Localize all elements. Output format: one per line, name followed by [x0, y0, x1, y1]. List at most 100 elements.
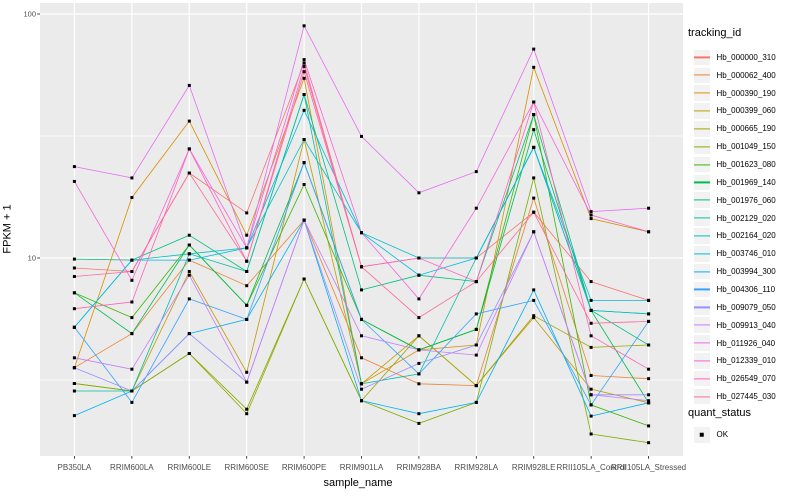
data-point	[130, 300, 134, 304]
data-point	[245, 412, 249, 416]
x-tick-label: RRIM600LA	[110, 463, 154, 472]
data-point	[417, 382, 421, 386]
data-point	[360, 134, 363, 138]
data-point	[130, 258, 134, 262]
x-tick-label: RRIM901LA	[339, 463, 384, 472]
data-point	[417, 297, 421, 301]
data-point	[417, 256, 421, 260]
data-point	[589, 345, 593, 349]
legend-line-icon	[694, 360, 710, 362]
x-tick-label: RRIM928LE	[511, 463, 556, 472]
data-point	[245, 317, 249, 321]
data-point	[72, 165, 76, 169]
x-tick-label: RRIM600SE	[224, 463, 269, 472]
legend-entry: Hb_001976_060	[694, 191, 776, 209]
data-point	[187, 243, 191, 247]
legend-key-swatch	[694, 156, 710, 173]
data-point	[187, 258, 191, 262]
data-point	[187, 119, 191, 123]
legend-line-icon	[694, 378, 710, 380]
data-point	[72, 266, 76, 270]
legend-line-icon	[694, 342, 710, 344]
data-point	[647, 441, 651, 445]
data-point	[532, 65, 536, 69]
data-point	[187, 83, 191, 87]
data-point	[130, 196, 134, 199]
data-point	[474, 343, 478, 347]
legend-title-tracking-id: tracking_id	[688, 27, 742, 39]
data-point	[302, 70, 306, 74]
x-tick-label: RRIM928BA	[396, 463, 442, 472]
quant-status-entry: OK	[694, 426, 728, 444]
legend-entry-label: Hb_001049_150	[716, 142, 776, 152]
x-tick-label: RRII105LA_Stressed	[610, 463, 687, 472]
legend-line-icon	[694, 217, 710, 219]
legend-key-swatch	[694, 85, 710, 101]
x-tick-label: RRII105LA_Control	[556, 463, 626, 472]
data-point	[302, 61, 306, 65]
legend-key-swatch	[694, 281, 710, 298]
x-tick-label: RRIM928LA	[454, 463, 499, 472]
data-point	[245, 407, 249, 411]
data-point	[647, 343, 651, 347]
legend-line-icon	[694, 74, 710, 76]
data-point	[245, 246, 249, 250]
legend-key-swatch	[694, 103, 710, 119]
data-point	[302, 218, 306, 222]
legend-title-quant-status: quant_status	[688, 407, 751, 419]
legend-key-swatch	[694, 174, 710, 191]
data-point	[245, 259, 249, 263]
data-point	[589, 298, 593, 302]
data-point	[72, 325, 76, 329]
data-point	[647, 399, 651, 403]
data-point	[417, 316, 421, 320]
data-point	[360, 265, 363, 269]
data-point	[589, 414, 593, 418]
legend-line-icon	[694, 395, 710, 398]
legend-key-swatch	[694, 192, 710, 208]
legend-entry-label: Hb_009079_050	[716, 302, 776, 312]
legend-entry: Hb_027445_030	[694, 388, 776, 406]
data-point	[72, 389, 76, 393]
data-point	[360, 356, 363, 360]
legend-line-icon	[694, 235, 710, 237]
data-point	[647, 424, 651, 428]
data-point	[360, 382, 363, 386]
legend-entry: Hb_000000_310	[694, 49, 776, 67]
data-point	[302, 108, 306, 112]
data-point	[532, 230, 536, 234]
data-point	[589, 393, 593, 397]
legend-entry: Hb_004306_110	[694, 281, 775, 299]
data-point	[302, 64, 306, 68]
data-point	[417, 412, 421, 416]
data-point	[72, 291, 76, 295]
data-point	[417, 361, 421, 365]
legend-entry: Hb_003746_010	[694, 245, 776, 263]
data-point	[72, 179, 76, 183]
data-point	[302, 183, 306, 186]
legend-entry-label: Hb_002129_020	[716, 213, 776, 223]
data-point	[302, 76, 306, 80]
data-point	[589, 334, 593, 338]
data-point	[417, 191, 421, 195]
data-point	[589, 308, 593, 312]
data-point	[187, 252, 191, 256]
data-point	[474, 312, 478, 316]
legend-entry: Hb_001049_150	[694, 138, 776, 156]
legend-key-swatch	[694, 299, 710, 316]
legend-line-icon	[694, 253, 710, 255]
legend-entry: Hb_012339_010	[694, 352, 776, 370]
data-point	[532, 316, 536, 320]
data-point	[417, 334, 421, 338]
data-point	[187, 352, 191, 355]
data-point	[72, 257, 76, 261]
data-point	[417, 273, 421, 277]
legend-line-icon	[694, 128, 710, 130]
legend-entry-label: Hb_027445_030	[716, 392, 776, 402]
legend-line-icon	[694, 92, 710, 94]
data-point	[302, 161, 306, 165]
legend-entry-label: Hb_001976_060	[716, 195, 776, 205]
data-point	[72, 382, 76, 385]
data-point	[532, 47, 536, 51]
